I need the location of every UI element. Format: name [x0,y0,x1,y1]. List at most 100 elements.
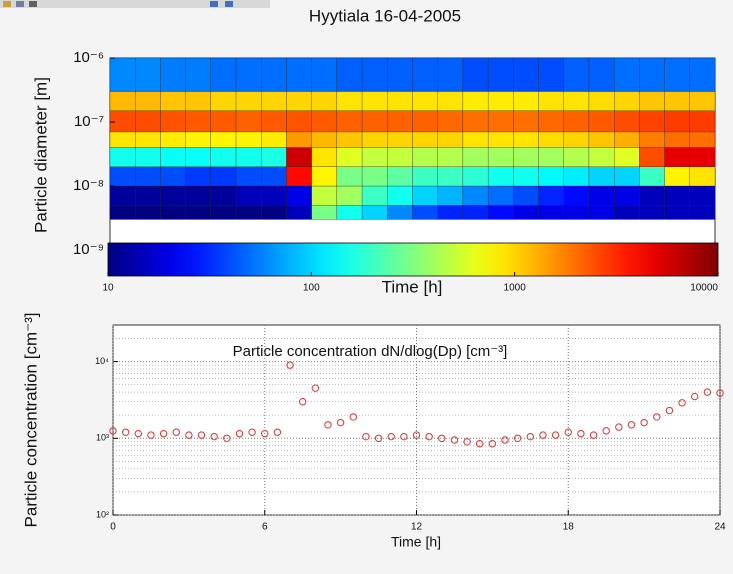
y-tick-label: 10² [96,509,109,519]
heatmap-cell [185,147,211,167]
annotation: Particle concentration dN/dlog(Dp) [cm⁻³… [233,343,508,360]
heatmap-cell [311,166,338,187]
heatmap-cell [235,131,262,148]
heatmap-cell [614,205,640,220]
heatmap-cell [487,57,514,92]
data-point [311,384,320,392]
heatmap-cell [185,131,211,148]
heatmap-cell [135,110,161,133]
toolbar-icon[interactable] [29,1,37,7]
heatmap-cell [210,185,237,206]
heatmap-cell [538,57,564,92]
y-tick-label: 10⁻⁹ [73,241,104,258]
data-point [678,399,686,407]
heatmap-cell [664,185,690,206]
heatmap-cell [160,147,186,167]
y-axis-label: Particle concentration [cm⁻³] [21,313,40,528]
toolbar[interactable] [0,0,270,8]
heatmap-cell [261,185,287,206]
heatmap-cell [664,91,690,111]
heatmap-cell [639,91,665,111]
toolbar-icon[interactable] [225,1,233,7]
heatmap-cell [664,147,690,167]
data-point [336,418,345,427]
heatmap-cell [639,205,665,220]
x-axis-label: Time [h] [391,534,441,550]
heatmap-cell [387,110,413,133]
heatmap-cell [311,57,338,92]
data-point [400,432,408,441]
heatmap-cell [412,205,438,220]
heatmap-cell [513,57,539,92]
data-point [691,392,699,401]
data-point [134,429,142,438]
heatmap-cell [664,166,690,187]
heatmap-cell [689,185,716,206]
heatmap-cell [135,147,161,167]
heatmap-cell [689,205,716,220]
toolbar-icon[interactable] [210,1,218,7]
heatmap-cell [487,131,514,148]
heatmap-cell [336,147,363,167]
heatmap-cell [261,205,287,220]
chart-title: Hyytiala 16-04-2005 [309,6,461,25]
heatmap-cell [513,166,539,187]
heatmap-cell [462,205,489,220]
heatmap-cell [135,57,161,92]
heatmap-cell [462,166,489,187]
heatmap-cell [588,110,615,133]
heatmap-cell [109,57,136,92]
heatmap-cell [286,131,312,148]
heatmap-cell [286,57,312,92]
data-point [513,434,522,442]
heatmap-cell [387,57,413,92]
heatmap-cell [513,205,539,220]
data-point [463,438,471,446]
heatmap-cell [437,57,464,92]
data-point [450,436,459,444]
heatmap-cell [311,131,338,148]
heatmap-cell [614,131,640,148]
heatmap-cell [538,147,564,167]
heatmap-cell [261,91,287,111]
data-point [121,428,130,436]
data-point [476,440,484,448]
heatmap-cell [361,205,388,220]
heatmap-cell [210,166,237,187]
heatmap-cell [513,110,539,133]
data-point [349,413,357,421]
heatmap-cell [286,166,312,187]
heatmap-cell [135,166,161,187]
heatmap-cell [261,131,287,148]
data-point [488,440,497,448]
heatmap-cell [538,91,564,111]
heatmap-cell [311,91,338,111]
data-point [412,431,421,439]
heatmap-cell [286,147,312,167]
heatmap-cell [387,131,413,148]
heatmap-cell [336,131,363,148]
heatmap-cell [361,131,388,148]
heatmap-cell [235,147,262,167]
heatmap-cell [412,147,438,167]
heatmap-cell [160,185,186,206]
heatmap-cell [563,147,590,167]
data-point [374,434,383,442]
y-tick-label: 10⁻⁶ [73,49,104,66]
heatmap-cell [462,110,489,133]
heatmap-cell [614,110,640,133]
toolbar-icon[interactable] [16,1,24,7]
heatmap-cell [109,131,136,148]
heatmap-cell [336,166,363,187]
heatmap-cell [361,57,388,92]
heatmap-cell [563,57,590,92]
heatmap-cell [639,185,665,206]
heatmap-cell [563,91,590,111]
toolbar-icon[interactable] [3,1,11,7]
heatmap-cell [462,91,489,111]
heatmap-cell [185,57,211,92]
heatmap-cell [109,147,136,167]
heatmap-cell [614,185,640,206]
data-point [261,429,269,438]
y-axis-label: Particle diameter [m] [31,77,50,233]
